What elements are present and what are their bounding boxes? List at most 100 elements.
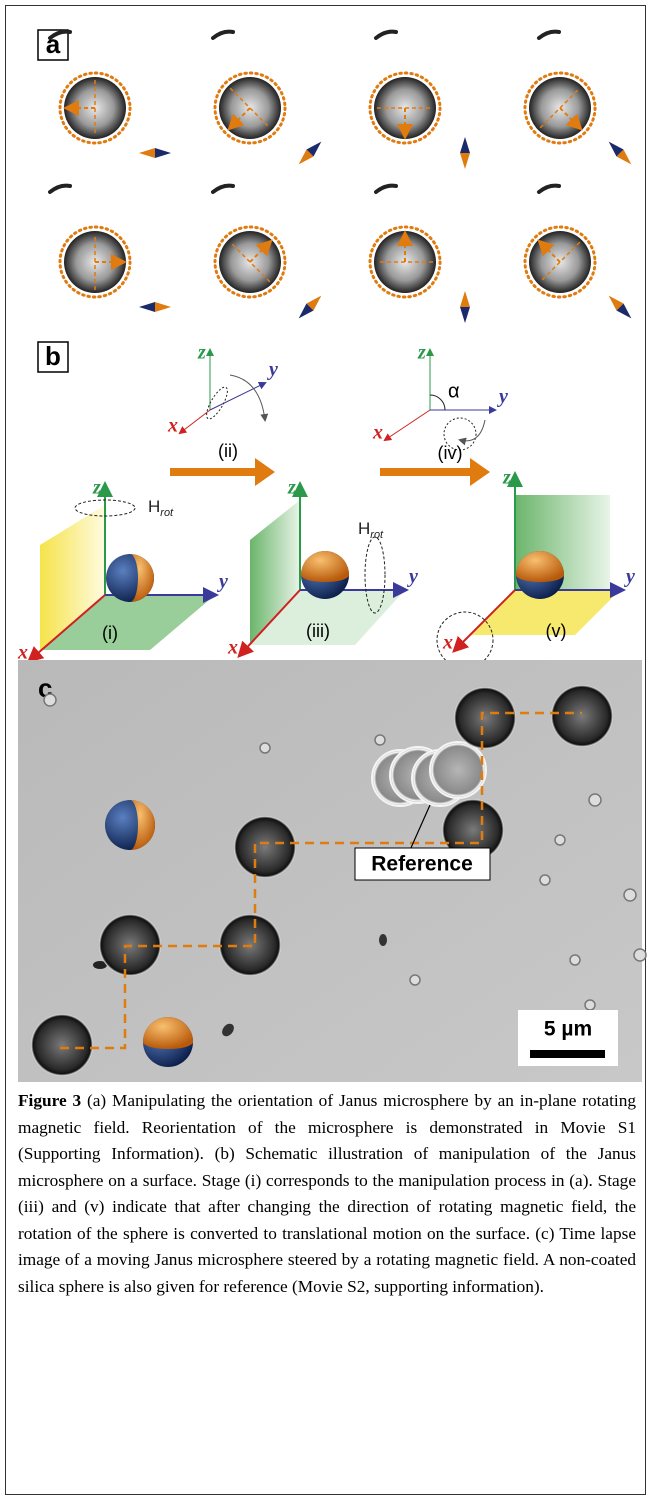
particle <box>554 834 566 846</box>
compass-north <box>460 153 470 169</box>
compass-north <box>616 149 632 165</box>
janus-track <box>454 687 516 749</box>
panel-a <box>48 29 632 323</box>
debris <box>93 961 107 969</box>
figure-frame <box>5 5 646 1495</box>
compass-north <box>298 149 314 165</box>
reference-sphere <box>429 741 487 799</box>
axis-label: x <box>17 642 28 664</box>
x-axis <box>26 594 106 663</box>
axis-label: y <box>624 566 635 588</box>
compass-north <box>460 291 470 307</box>
field-loop <box>364 536 386 614</box>
x-axis <box>178 409 211 435</box>
outline <box>58 225 132 299</box>
janus-gold <box>301 551 349 582</box>
caption-text: (a) Manipulating the orientation of Janu… <box>18 1091 636 1296</box>
debris <box>537 183 561 194</box>
orientation-arrow <box>249 239 273 263</box>
field-loop <box>436 611 494 669</box>
compass-north <box>155 302 171 312</box>
field-sub: rot <box>370 529 384 541</box>
stage-label: (v) <box>546 621 567 641</box>
field-sub: rot <box>160 507 174 519</box>
scale-bar <box>530 1050 605 1058</box>
compass-south <box>460 137 470 153</box>
compass-south <box>306 141 322 157</box>
particle <box>569 954 581 966</box>
compass-south <box>616 303 632 319</box>
janus-track <box>442 799 504 861</box>
debris <box>48 183 72 194</box>
compass-south <box>608 141 624 157</box>
debris <box>48 29 72 40</box>
scale-label: 5 µm <box>544 1018 592 1041</box>
outline <box>523 225 597 299</box>
compass-north <box>306 295 322 311</box>
panel-b: zyxzyxzyxzyxzyxαHrotHrotHrot(i)(ii)(iii)… <box>17 342 635 701</box>
janus-track <box>31 1014 93 1076</box>
debris <box>374 183 398 194</box>
axis-label: y <box>217 571 228 593</box>
particle <box>623 888 637 902</box>
outline <box>368 71 442 145</box>
stage-label: (i) <box>102 623 118 643</box>
axis-label: z <box>197 342 206 364</box>
x-axis <box>237 589 301 658</box>
orientation-arrow <box>227 107 251 131</box>
alpha-arc <box>429 394 446 411</box>
axis-label: z <box>502 467 511 489</box>
rotation-arrow <box>458 419 486 446</box>
debris <box>211 29 235 40</box>
compass-north <box>139 148 155 158</box>
plane <box>250 500 300 645</box>
field-loop <box>206 386 228 420</box>
outline <box>58 71 132 145</box>
axis-label: z <box>417 342 426 364</box>
angle-label: α <box>448 380 460 402</box>
janus-gold <box>130 800 155 850</box>
janus-track <box>551 685 613 747</box>
plane <box>40 595 215 650</box>
debris <box>211 183 235 194</box>
particle <box>259 742 271 754</box>
field-main: H <box>148 497 160 516</box>
particle <box>374 734 386 746</box>
axis-label: x <box>227 637 238 659</box>
compass-north <box>608 295 624 311</box>
orientation-arrow <box>559 107 583 131</box>
outline <box>213 225 287 299</box>
axis-label: z <box>287 477 296 499</box>
rotation-arrow <box>229 374 269 422</box>
axis-label: x <box>167 415 178 437</box>
field-loop <box>443 417 477 451</box>
particle <box>43 693 57 707</box>
stage-label: (ii) <box>218 441 238 461</box>
field-label: Hrot <box>148 497 174 518</box>
axis-label: x <box>372 422 383 444</box>
axis-label: y <box>267 359 278 381</box>
compass-south <box>298 303 314 319</box>
label-box <box>37 341 69 373</box>
reference-label: Reference <box>371 853 473 876</box>
debris <box>379 934 387 946</box>
compass-south <box>155 148 171 158</box>
janus-gold <box>143 1017 193 1049</box>
axis-dash <box>229 241 271 283</box>
axis-label: z <box>92 477 101 499</box>
field-label: Hrot <box>358 519 384 540</box>
plane <box>40 505 105 650</box>
field-loop <box>74 499 136 517</box>
plane <box>470 590 620 635</box>
debris <box>374 29 398 40</box>
x-axis <box>452 589 516 653</box>
outline <box>523 71 597 145</box>
pointer <box>409 804 431 851</box>
janus-gold <box>130 554 154 602</box>
particle <box>633 948 647 962</box>
caption: Figure 3 (a) Manipulating the orientatio… <box>18 1088 636 1300</box>
particle <box>409 974 421 986</box>
reference-box <box>354 847 491 881</box>
outline <box>368 225 442 299</box>
